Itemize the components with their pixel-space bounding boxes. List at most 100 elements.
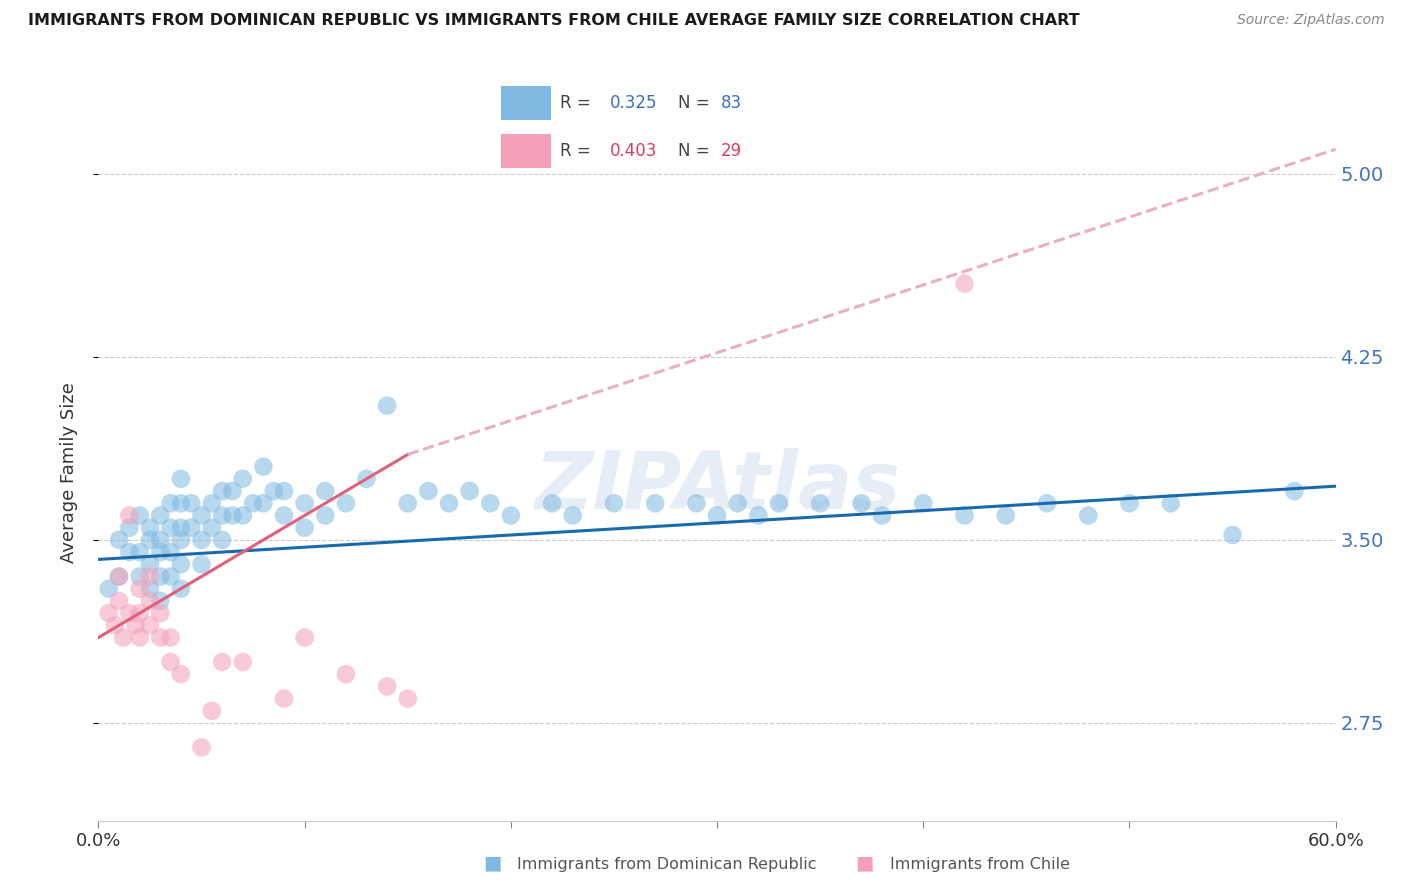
Point bbox=[128, 508, 150, 523]
Point bbox=[727, 496, 749, 510]
Point bbox=[273, 691, 295, 706]
Point bbox=[190, 533, 212, 547]
Y-axis label: Average Family Size: Average Family Size bbox=[59, 383, 77, 563]
Point bbox=[149, 569, 172, 583]
Point bbox=[118, 545, 141, 559]
Point bbox=[170, 558, 193, 572]
Point bbox=[201, 704, 224, 718]
Point bbox=[706, 508, 728, 523]
Text: Source: ZipAtlas.com: Source: ZipAtlas.com bbox=[1237, 13, 1385, 28]
Point bbox=[201, 521, 224, 535]
Point bbox=[149, 508, 172, 523]
Text: Immigrants from Dominican Republic: Immigrants from Dominican Republic bbox=[517, 857, 817, 872]
Point bbox=[170, 496, 193, 510]
Text: ZIPAtlas: ZIPAtlas bbox=[534, 448, 900, 525]
Point bbox=[139, 521, 162, 535]
Point bbox=[1077, 508, 1099, 523]
Point bbox=[190, 508, 212, 523]
Point bbox=[108, 533, 131, 547]
Point bbox=[211, 508, 233, 523]
Point bbox=[128, 606, 150, 620]
Text: R =: R = bbox=[560, 94, 596, 112]
Point bbox=[242, 496, 264, 510]
Point bbox=[747, 508, 769, 523]
Point bbox=[139, 569, 162, 583]
Point bbox=[124, 618, 146, 632]
Text: 83: 83 bbox=[721, 94, 742, 112]
FancyBboxPatch shape bbox=[502, 87, 551, 120]
Point bbox=[561, 508, 583, 523]
Point bbox=[149, 533, 172, 547]
Text: R =: R = bbox=[560, 142, 596, 161]
Point bbox=[1222, 528, 1244, 542]
Point bbox=[335, 667, 357, 681]
Point bbox=[232, 655, 254, 669]
Point bbox=[1160, 496, 1182, 510]
Point bbox=[644, 496, 666, 510]
Text: Immigrants from Chile: Immigrants from Chile bbox=[890, 857, 1070, 872]
Point bbox=[685, 496, 707, 510]
Point bbox=[170, 582, 193, 596]
Point bbox=[108, 569, 131, 583]
Point bbox=[108, 569, 131, 583]
Point bbox=[118, 521, 141, 535]
Point bbox=[294, 496, 316, 510]
Point bbox=[953, 277, 976, 291]
Point bbox=[375, 679, 398, 693]
Text: 29: 29 bbox=[721, 142, 742, 161]
Point bbox=[128, 569, 150, 583]
Point bbox=[273, 508, 295, 523]
Point bbox=[458, 484, 481, 499]
Point bbox=[252, 459, 274, 474]
Point bbox=[139, 618, 162, 632]
Point bbox=[139, 558, 162, 572]
Point bbox=[273, 484, 295, 499]
Point bbox=[1284, 484, 1306, 499]
Text: N =: N = bbox=[678, 142, 714, 161]
Point bbox=[437, 496, 460, 510]
Point bbox=[396, 496, 419, 510]
Point bbox=[232, 508, 254, 523]
Point bbox=[335, 496, 357, 510]
Text: 0.403: 0.403 bbox=[610, 142, 657, 161]
Point bbox=[97, 606, 120, 620]
Point bbox=[159, 545, 181, 559]
Point bbox=[211, 533, 233, 547]
Point bbox=[104, 618, 127, 632]
Point bbox=[180, 496, 202, 510]
Text: 0.325: 0.325 bbox=[610, 94, 657, 112]
Point bbox=[170, 667, 193, 681]
Text: ■: ■ bbox=[482, 854, 502, 872]
Point bbox=[1036, 496, 1059, 510]
Point bbox=[294, 521, 316, 535]
Point bbox=[294, 631, 316, 645]
Point bbox=[912, 496, 935, 510]
Point bbox=[190, 740, 212, 755]
Point bbox=[221, 508, 243, 523]
Point bbox=[211, 655, 233, 669]
Point bbox=[870, 508, 893, 523]
Point bbox=[170, 521, 193, 535]
Point bbox=[263, 484, 285, 499]
Point bbox=[252, 496, 274, 510]
Text: ■: ■ bbox=[855, 854, 875, 872]
Point bbox=[418, 484, 440, 499]
Point bbox=[159, 655, 181, 669]
Point bbox=[128, 545, 150, 559]
Text: IMMIGRANTS FROM DOMINICAN REPUBLIC VS IMMIGRANTS FROM CHILE AVERAGE FAMILY SIZE : IMMIGRANTS FROM DOMINICAN REPUBLIC VS IM… bbox=[28, 13, 1080, 29]
Point bbox=[1118, 496, 1140, 510]
Point bbox=[159, 569, 181, 583]
Point bbox=[994, 508, 1017, 523]
Point bbox=[851, 496, 873, 510]
Point bbox=[149, 545, 172, 559]
Point bbox=[108, 594, 131, 608]
Point bbox=[375, 399, 398, 413]
Point bbox=[603, 496, 626, 510]
Point bbox=[139, 594, 162, 608]
Point bbox=[139, 533, 162, 547]
Point bbox=[149, 606, 172, 620]
Point bbox=[356, 472, 378, 486]
Point bbox=[190, 558, 212, 572]
Point bbox=[541, 496, 564, 510]
Point bbox=[499, 508, 522, 523]
